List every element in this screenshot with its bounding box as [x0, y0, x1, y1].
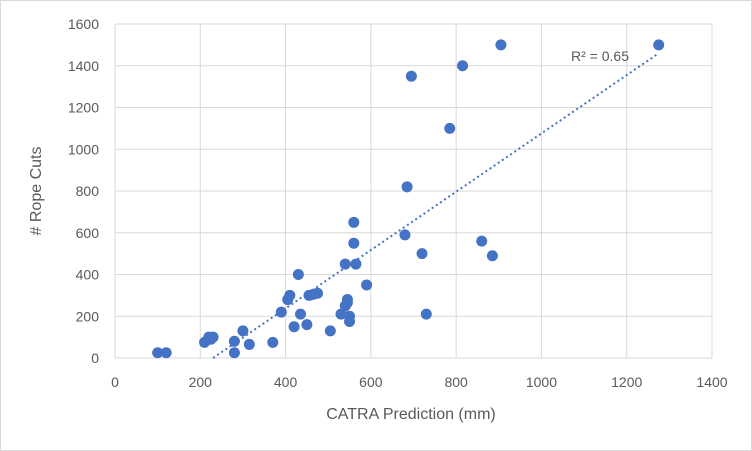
data-point: [344, 315, 356, 327]
data-point: [294, 308, 306, 320]
y-tick-label: 1400: [68, 58, 99, 74]
data-point: [350, 258, 362, 270]
y-tick-label: 800: [76, 183, 100, 199]
x-tick-label: 200: [189, 374, 213, 390]
x-tick-label: 1000: [526, 374, 557, 390]
data-point: [301, 319, 313, 331]
data-point: [275, 306, 287, 318]
x-tick-label: 600: [359, 374, 383, 390]
data-point: [348, 237, 360, 249]
data-point: [267, 336, 279, 348]
data-point: [160, 347, 172, 359]
x-tick-label: 400: [274, 374, 298, 390]
data-point: [243, 338, 255, 350]
y-tick-label: 200: [76, 308, 100, 324]
data-point: [335, 308, 347, 320]
data-point: [292, 269, 304, 280]
data-point: [476, 235, 488, 247]
data-point: [288, 321, 300, 333]
trendline-r-squared-label: R² = 0.65: [571, 48, 629, 64]
data-point: [399, 229, 411, 241]
y-tick-label: 1200: [68, 100, 99, 116]
data-point: [416, 248, 428, 260]
data-point: [348, 216, 360, 228]
y-tick-label: 0: [91, 350, 99, 366]
data-point: [444, 122, 456, 134]
data-point: [207, 331, 219, 343]
data-point: [152, 347, 164, 359]
data-point: [339, 258, 351, 270]
x-tick-label: 1200: [611, 374, 642, 390]
data-point: [228, 347, 240, 359]
x-tick-label: 800: [444, 374, 468, 390]
data-point: [420, 308, 432, 320]
data-point: [228, 335, 240, 347]
data-point: [237, 325, 249, 337]
data-point: [653, 39, 665, 51]
data-point-layer: [152, 39, 665, 359]
data-point: [324, 325, 336, 337]
grid-layer: [114, 23, 713, 359]
data-point: [495, 39, 507, 51]
data-point: [405, 70, 417, 82]
data-point: [457, 60, 469, 72]
data-point: [361, 279, 373, 291]
x-tick-label: 0: [111, 374, 119, 390]
data-point: [284, 289, 296, 301]
y-tick-label: 1000: [68, 141, 99, 157]
data-point: [312, 287, 324, 299]
y-tick-label: 1600: [68, 16, 99, 32]
y-axis-title: # Rope Cuts: [28, 147, 45, 236]
data-point: [341, 294, 353, 306]
y-tick-label: 600: [76, 225, 100, 241]
axis-layer: 0 200 400 600 800 1000 1200 1400 1600 0 200 400 600 8…: [68, 16, 728, 390]
x-tick-label: 1400: [696, 374, 727, 390]
y-tick-label: 400: [76, 267, 100, 283]
data-point: [401, 181, 413, 193]
x-axis-title: CATRA Prediction (mm): [326, 406, 496, 423]
data-point: [486, 250, 498, 262]
